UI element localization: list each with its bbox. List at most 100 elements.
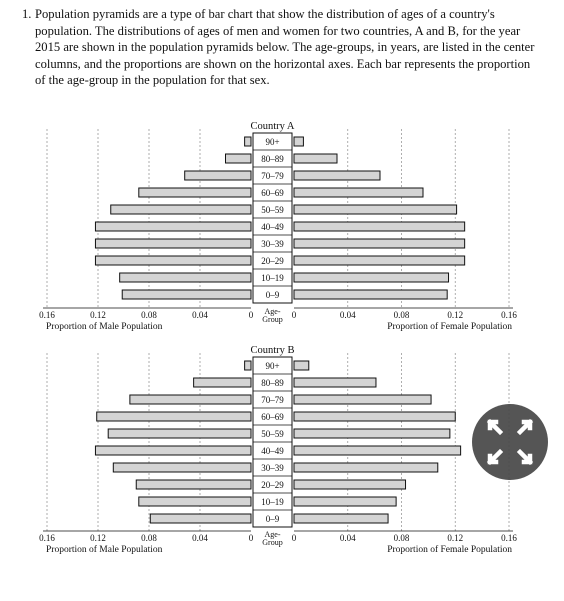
male-bar	[244, 136, 252, 147]
age-group-label: 40–49	[261, 222, 284, 232]
female-bar	[293, 289, 448, 300]
male-bar	[121, 289, 252, 300]
female-tick-label: 0.16	[501, 310, 517, 320]
male-tick-label: 0.04	[192, 310, 208, 320]
age-group-label: 80–89	[261, 378, 284, 388]
female-tick-label: 0.12	[447, 533, 463, 543]
female-bar	[293, 394, 432, 405]
male-tick-label: 0.08	[141, 533, 157, 543]
female-bar	[293, 170, 381, 181]
male-bar	[149, 513, 252, 524]
pyramid-country-b: Country B 90+ 80–89 70–79 60–69 50–59 40–49 30–…	[39, 345, 517, 555]
female-bar	[293, 513, 389, 524]
male-tick-label: 0.16	[39, 533, 55, 543]
female-bar	[293, 411, 456, 422]
male-bar	[184, 170, 252, 181]
age-group-label: 50–59	[261, 205, 284, 215]
age-group-axis-label: Age-Group	[262, 530, 282, 547]
male-bar	[110, 204, 252, 215]
female-bar	[293, 187, 424, 198]
female-bar	[293, 255, 466, 266]
male-bar	[94, 255, 252, 266]
male-bar	[119, 272, 252, 283]
male-bar	[96, 411, 252, 422]
age-group-label: 10–19	[261, 273, 284, 283]
female-bar	[293, 479, 407, 490]
age-group-axis-label-line: Age-	[265, 530, 281, 539]
age-group-label: 10–19	[261, 497, 284, 507]
female-bar	[293, 238, 466, 249]
age-group-label: 30–39	[261, 239, 284, 249]
question-body: Population pyramids are a type of bar ch…	[35, 7, 535, 88]
male-tick-label: 0	[249, 533, 254, 543]
female-tick-label: 0.04	[340, 533, 356, 543]
male-bar	[225, 153, 252, 164]
female-bar	[293, 272, 450, 283]
female-tick-label: 0.12	[447, 310, 463, 320]
expand-button[interactable]	[472, 404, 548, 480]
chart-title: Country A	[250, 121, 294, 132]
male-tick-label: 0.16	[39, 310, 55, 320]
age-group-label: 70–79	[261, 171, 284, 181]
female-bar	[293, 377, 377, 388]
male-bar	[107, 428, 252, 439]
female-bar	[293, 428, 451, 439]
age-group-label: 90+	[265, 137, 279, 147]
pyramid-country-a: Country A 90+ 80–89 70–79 60–69 50–59 40–49 30–…	[39, 121, 517, 332]
male-tick-label: 0.12	[90, 533, 106, 543]
female-tick-label: 0.04	[340, 310, 356, 320]
age-group-axis-label: Age-Group	[262, 307, 282, 324]
female-bar	[293, 445, 462, 456]
male-bar	[138, 496, 252, 507]
male-bar	[94, 221, 252, 232]
female-axis-title: Proportion of Female Population	[387, 544, 512, 555]
male-tick-label: 0.04	[192, 533, 208, 543]
question-text: 1. Population pyramids are a type of bar…	[22, 6, 542, 89]
age-group-label: 0–9	[266, 514, 280, 524]
female-bar	[293, 136, 304, 147]
age-group-label: 20–29	[261, 480, 284, 490]
male-bar	[94, 238, 252, 249]
male-bar	[244, 360, 252, 371]
age-group-label: 60–69	[261, 412, 284, 422]
male-tick-label: 0	[249, 310, 254, 320]
female-tick-label: 0.08	[394, 310, 410, 320]
question-number: 1.	[22, 7, 32, 21]
age-group-label: 30–39	[261, 463, 284, 473]
age-group-axis-label-line: Group	[262, 315, 282, 324]
age-group-label: 40–49	[261, 446, 284, 456]
female-tick-label: 0	[292, 533, 297, 543]
male-bar	[135, 479, 252, 490]
age-group-axis-label-line: Group	[262, 538, 282, 547]
female-tick-label: 0.16	[501, 533, 517, 543]
female-bar	[293, 496, 397, 507]
male-axis-title: Proportion of Male Population	[46, 321, 163, 332]
female-tick-label: 0	[292, 310, 297, 320]
male-tick-label: 0.08	[141, 310, 157, 320]
age-group-label: 0–9	[266, 290, 280, 300]
male-bar	[129, 394, 252, 405]
age-group-label: 20–29	[261, 256, 284, 266]
female-bar	[293, 462, 439, 473]
age-group-label: 60–69	[261, 188, 284, 198]
female-bar	[293, 221, 466, 232]
male-axis-title: Proportion of Male Population	[46, 544, 163, 555]
male-tick-label: 0.12	[90, 310, 106, 320]
age-group-label: 80–89	[261, 154, 284, 164]
male-bar	[138, 187, 252, 198]
female-bar	[293, 153, 338, 164]
female-bar	[293, 360, 310, 371]
age-group-axis-label-line: Age-	[265, 307, 281, 316]
age-group-label: 90+	[265, 361, 279, 371]
female-axis-title: Proportion of Female Population	[387, 321, 512, 332]
chart-title: Country B	[250, 345, 294, 356]
female-tick-label: 0.08	[394, 533, 410, 543]
male-bar	[112, 462, 252, 473]
female-bar	[293, 204, 458, 215]
age-group-label: 50–59	[261, 429, 284, 439]
male-bar	[94, 445, 252, 456]
expand-arrows-icon	[486, 418, 534, 466]
male-bar	[193, 377, 252, 388]
age-group-label: 70–79	[261, 395, 284, 405]
